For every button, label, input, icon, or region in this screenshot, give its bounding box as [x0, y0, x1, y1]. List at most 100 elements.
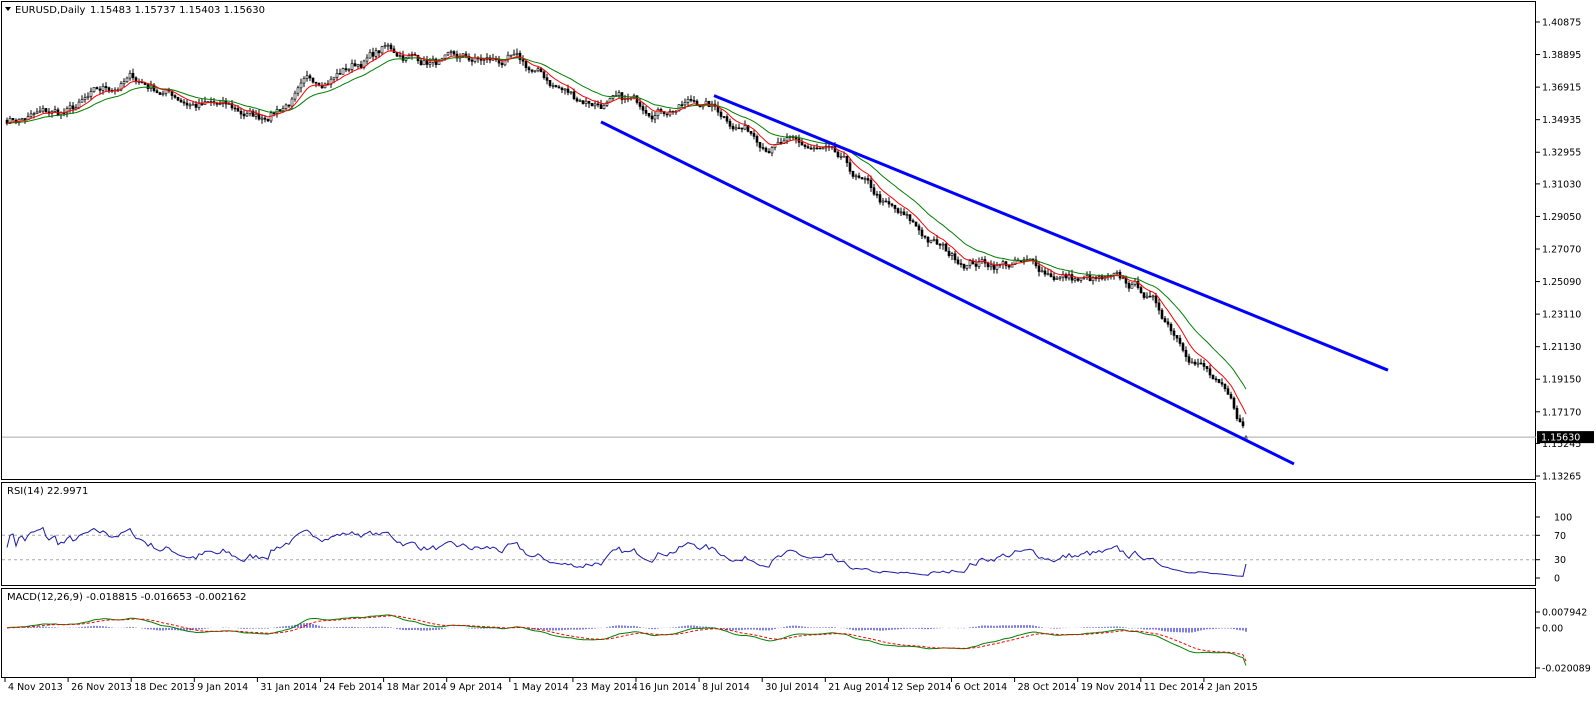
ma-green-line [6, 56, 1247, 390]
candle-body [962, 263, 966, 269]
candle-body [461, 53, 465, 57]
x-tick-label: 9 Jan 2014 [197, 682, 248, 693]
candle-body [1154, 295, 1158, 304]
candle-body [899, 211, 903, 214]
candle-body [353, 63, 357, 67]
candle-body [1205, 366, 1209, 370]
channel-upper-line[interactable] [713, 94, 1389, 372]
candle-body [911, 220, 915, 223]
candle-body [254, 113, 258, 117]
candle-body [296, 87, 300, 94]
candle-body [587, 100, 591, 104]
y-tick-label: 1.17170 [1542, 407, 1581, 418]
candle-body [407, 55, 411, 58]
candle-body [968, 260, 972, 266]
candle-body [278, 109, 282, 112]
chart-menu-triangle-icon[interactable] [5, 7, 11, 11]
macd-main-line [6, 614, 1247, 666]
candle-body [1076, 278, 1080, 281]
candle-body [689, 99, 693, 101]
candle-body [878, 194, 882, 203]
x-tick-label: 23 May 2014 [576, 682, 638, 693]
candle-body [173, 95, 177, 98]
rsi-tick-label: 70 [1554, 531, 1566, 542]
candle-body [806, 146, 810, 149]
candle-body [542, 71, 546, 79]
candle-body [821, 147, 825, 150]
candle-body [866, 178, 870, 181]
y-tick-label: 1.23110 [1542, 310, 1581, 321]
candle-body [887, 201, 891, 205]
candle-body [518, 52, 522, 61]
candle-body [287, 104, 291, 107]
candle-body [575, 98, 579, 102]
candle-body [896, 208, 900, 213]
candle-body [1058, 276, 1062, 279]
rsi-title: RSI(14) 22.9971 [7, 486, 88, 497]
candle-body [1220, 382, 1224, 385]
candle-body [425, 60, 429, 65]
candle-body [839, 155, 843, 158]
y-tick-label: 1.38895 [1542, 50, 1581, 61]
rsi-panel[interactable] [1, 482, 1536, 586]
candle-body [572, 91, 576, 100]
candle-body [884, 200, 888, 203]
candle-body [1199, 362, 1203, 365]
x-tick-label: 11 Dec 2014 [1144, 682, 1205, 693]
candle-body [644, 110, 648, 114]
candle-body [80, 99, 84, 103]
candle-body [923, 235, 927, 238]
channel-lower-line[interactable] [600, 120, 1295, 466]
x-tick-label: 18 Dec 2013 [134, 682, 195, 693]
candle-body [536, 68, 540, 72]
candle-body [719, 111, 723, 117]
candle-body [191, 103, 195, 106]
candle-body [38, 110, 42, 113]
candle-body [263, 117, 267, 120]
candle-body [32, 113, 36, 115]
x-axis: 4 Nov 2013 26 Nov 2013 18 Dec 2013 9 Jan 20… [4, 678, 1258, 693]
candle-body [569, 91, 573, 94]
candle-body [803, 144, 807, 147]
candle-body [1121, 277, 1125, 280]
candle-body [578, 100, 582, 102]
candle-body [125, 77, 129, 82]
candle-body [242, 113, 246, 117]
candle-body [1214, 378, 1218, 381]
candle-body [977, 261, 981, 267]
candle-body [161, 92, 165, 95]
channel-trendlines[interactable] [600, 94, 1389, 466]
candle-body [272, 112, 276, 115]
candle-body [1172, 330, 1176, 336]
candle-body [509, 54, 513, 57]
candle-body [434, 58, 438, 65]
candle-body [959, 263, 963, 265]
candle-body [401, 55, 405, 61]
candle-body [938, 243, 942, 246]
price-panel[interactable] [1, 1, 1536, 480]
candle-body [101, 86, 105, 91]
candle-body [95, 87, 99, 90]
candle-body [1004, 261, 1008, 266]
candle-body [233, 107, 237, 110]
candle-body [764, 147, 768, 152]
candle-body [1070, 274, 1074, 281]
candle-body [539, 68, 543, 73]
x-tick-label: 18 Mar 2014 [387, 682, 447, 693]
y-tick-label: 1.32955 [1542, 148, 1581, 159]
candle-body [1190, 361, 1194, 364]
candle-body [617, 92, 621, 96]
candle-body [299, 82, 303, 89]
candle-body [65, 108, 69, 114]
candle-body [1208, 368, 1212, 376]
candle-body [119, 83, 123, 91]
candle-body [1037, 265, 1041, 272]
candle-body [1151, 295, 1155, 298]
candle-body [1136, 280, 1140, 288]
candle-body [1187, 356, 1191, 363]
candle-body [785, 137, 789, 142]
candle-body [584, 100, 588, 104]
x-tick-label: 6 Oct 2014 [955, 682, 1008, 693]
macd-signal-line [6, 615, 1247, 662]
